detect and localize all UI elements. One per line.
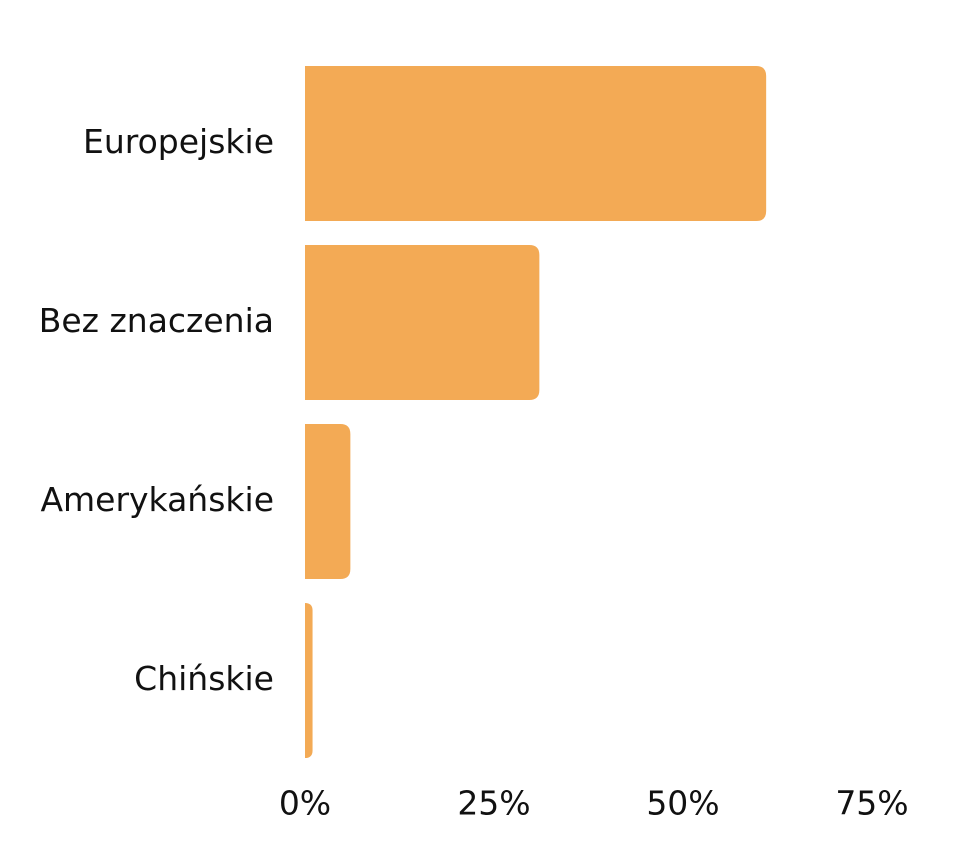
bar — [305, 424, 351, 579]
x-tick-label: 0% — [279, 784, 331, 823]
x-tick-label: 50% — [646, 784, 719, 823]
bar — [305, 603, 313, 758]
y-tick-label: Chińskie — [134, 659, 274, 698]
x-tick-label: 75% — [835, 784, 908, 823]
bar — [305, 245, 540, 400]
y-tick-label: Bez znaczenia — [39, 301, 274, 340]
x-tick-label: 25% — [457, 784, 530, 823]
bar — [305, 66, 767, 221]
y-tick-label: Europejskie — [83, 122, 274, 161]
y-tick-label: Amerykańskie — [40, 480, 274, 519]
